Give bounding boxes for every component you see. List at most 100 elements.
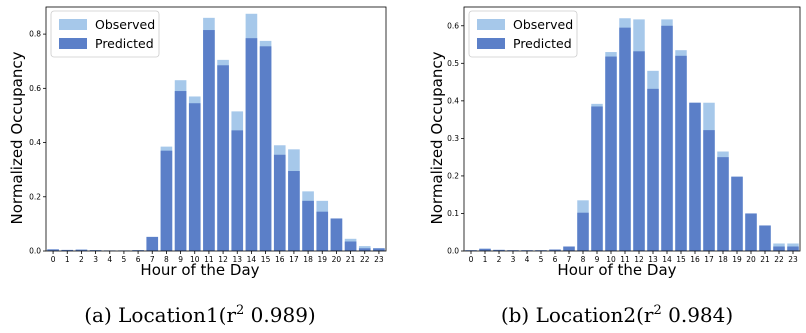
x-tick-label: 2 (79, 255, 84, 264)
x-tick-label: 9 (595, 255, 600, 264)
x-tick-label: 14 (247, 255, 257, 264)
x-tick-label: 22 (774, 255, 784, 264)
bar-predicted-hour-0 (47, 249, 59, 251)
x-tick-label: 7 (150, 255, 155, 264)
bar-predicted-hour-18 (302, 200, 314, 251)
caption-prefix-location1: (a) Location1(r (84, 303, 236, 327)
plot-area-location1 (45, 6, 387, 252)
caption-location2: (b) Location2(r2 0.984) (501, 303, 733, 327)
x-tick-label: 18 (718, 255, 728, 264)
legend-swatch-observed (477, 19, 505, 30)
x-tick-label: 4 (525, 255, 530, 264)
y-tick-label: 0.2 (447, 171, 459, 180)
x-tick-label: 10 (606, 255, 616, 264)
legend-label-observed: Observed (95, 17, 155, 32)
caption-prefix-location2: (b) Location2(r (501, 303, 654, 327)
bar-predicted-hour-9 (591, 106, 603, 251)
x-tick-label: 16 (690, 255, 700, 264)
x-tick-label: 20 (332, 255, 342, 264)
x-tick-label: 12 (218, 255, 228, 264)
bar-predicted-hour-12 (633, 51, 645, 251)
chart-location2: 0 1 2 3 4 5 6 7 8 9 10 11 12 13 14 15 16 17 18 19 20 21 22 23 0… (428, 6, 801, 327)
x-tick-label: 16 (275, 255, 285, 264)
bar-predicted-hour-23 (373, 248, 385, 251)
x-tick-label: 19 (732, 255, 742, 264)
x-tick-label: 4 (107, 255, 112, 264)
x-tick-label: 22 (360, 255, 370, 264)
x-tick-label: 15 (676, 255, 686, 264)
x-tick-label: 17 (704, 255, 714, 264)
x-axis-label-location1: Hour of the Day (140, 261, 259, 279)
legend-location1: Observed Predicted (50, 10, 160, 58)
y-tick-labels-location2: 0.0 0.1 0.2 0.3 0.4 0.5 0.6 (447, 21, 464, 256)
bar-predicted-hour-18 (717, 157, 729, 251)
caption-location1: (a) Location1(r2 0.989) (84, 303, 315, 327)
bar-predicted-hour-1 (61, 249, 74, 251)
bar-predicted-hour-17 (288, 171, 300, 251)
axes-frame-location2 (463, 6, 801, 252)
bar-predicted-hour-8 (577, 212, 589, 251)
x-tick-label: 21 (346, 255, 356, 264)
x-tick-label: 23 (374, 255, 384, 264)
legend-swatch-predicted (59, 38, 87, 49)
x-tick-label: 3 (511, 255, 516, 264)
x-tick-label: 23 (788, 255, 798, 264)
caption-exponent-location1: 2 (236, 303, 244, 318)
x-tick-label: 9 (178, 255, 183, 264)
x-tick-label: 8 (581, 255, 586, 264)
y-tick-label: 0.0 (29, 247, 41, 256)
x-tick-label: 12 (634, 255, 644, 264)
bar-predicted-hour-13 (647, 88, 659, 251)
bar-predicted-hour-3 (89, 250, 102, 251)
x-tick-labels-location1: 0 1 2 3 4 5 6 7 8 9 10 11 12 13 14 15 16 17 18 19 20 21 22 23 (51, 251, 384, 264)
bar-predicted-hour-12 (217, 65, 229, 251)
bar-predicted-hour-6 (132, 250, 144, 251)
x-tick-label: 2 (497, 255, 502, 264)
caption-value-location2: 0.984) (662, 303, 733, 327)
x-axis-label-location2: Hour of the Day (557, 261, 676, 279)
x-tick-label: 19 (317, 255, 327, 264)
x-tick-label: 5 (122, 255, 127, 264)
x-tick-label: 11 (204, 255, 214, 264)
y-tick-label: 0.3 (447, 134, 459, 143)
x-tick-label: 18 (303, 255, 313, 264)
y-tick-label: 0.4 (29, 138, 41, 147)
x-tick-label: 1 (65, 255, 70, 264)
bar-predicted-hour-7 (146, 236, 159, 251)
legend-location2: Observed Predicted (468, 10, 578, 58)
caption-exponent-location2: 2 (653, 303, 661, 318)
y-tick-label: 0.2 (29, 192, 41, 201)
bar-predicted-hour-13 (231, 130, 244, 251)
x-tick-label: 10 (190, 255, 200, 264)
bar-predicted-hour-11 (203, 30, 215, 251)
bar-predicted-hour-22 (773, 246, 785, 251)
x-tick-label: 1 (483, 255, 488, 264)
y-tick-labels-location1: 0.0 0.2 0.4 0.6 0.8 (29, 30, 46, 256)
legend-swatch-predicted (477, 38, 505, 49)
bar-predicted-hour-2 (75, 249, 88, 251)
x-tick-label: 7 (567, 255, 572, 264)
x-tick-label: 11 (620, 255, 630, 264)
x-tick-label: 5 (539, 255, 544, 264)
y-axis-label-location2: Normalized Occupancy (428, 51, 446, 224)
bar-predicted-hour-23 (787, 246, 799, 251)
bar-predicted-hour-7 (563, 246, 575, 251)
bar-predicted-hour-20 (330, 218, 343, 251)
bar-predicted-hour-16 (273, 154, 286, 251)
x-tick-label: 8 (164, 255, 169, 264)
bar-predicted-hour-21 (759, 225, 771, 251)
x-tick-label: 17 (289, 255, 299, 264)
bar-predicted-hour-16 (689, 102, 701, 251)
x-tick-label: 0 (469, 255, 474, 264)
axes-frame-location1 (45, 6, 387, 252)
bar-predicted-hour-1 (479, 248, 491, 251)
x-tick-label: 3 (93, 255, 98, 264)
bar-predicted-hour-19 (731, 176, 743, 251)
bar-predicted-hour-10 (188, 103, 201, 252)
bar-predicted-hour-2 (493, 249, 505, 251)
legend-swatch-observed (59, 19, 87, 30)
legend-label-predicted: Predicted (513, 36, 572, 51)
bar-predicted-hour-20 (745, 213, 757, 251)
bar-predicted-hour-8 (160, 150, 173, 251)
bar-predicted-hour-14 (245, 38, 258, 252)
